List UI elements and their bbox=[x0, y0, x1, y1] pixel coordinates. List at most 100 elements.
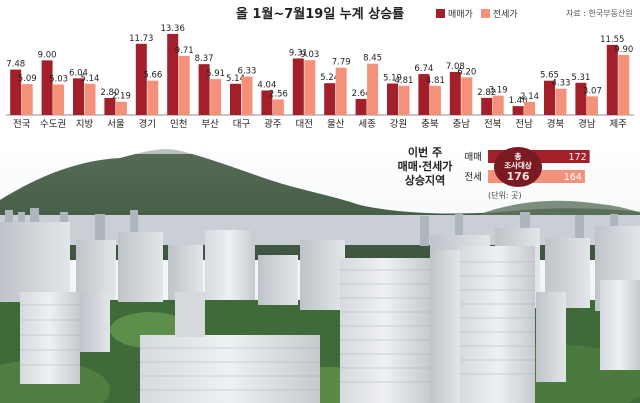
value-label-jeonse-1: 5.03 bbox=[49, 74, 68, 84]
value-label-sale-16: 1.46 bbox=[509, 96, 528, 106]
chart-legend: 매매가 전세가 bbox=[436, 7, 518, 20]
bar-sale-8 bbox=[261, 90, 273, 115]
bar-jeonse-19 bbox=[618, 54, 630, 115]
bar-sale-18 bbox=[575, 82, 587, 115]
value-label-sale-12: 5.19 bbox=[383, 73, 402, 83]
bar-jeonse-9 bbox=[304, 60, 316, 115]
bar-jeonse-10 bbox=[335, 67, 347, 115]
bar-sale-19 bbox=[606, 44, 618, 115]
category-label-3: 서울 bbox=[107, 119, 125, 130]
bar-jeonse-3 bbox=[115, 101, 127, 115]
source-note: 자료 : 한국부동산원 bbox=[566, 9, 633, 18]
value-label-sale-1: 9.00 bbox=[38, 50, 57, 60]
panel-category-1: 전세 bbox=[465, 172, 482, 183]
bar-sale-9 bbox=[292, 58, 304, 115]
category-label-12: 강원 bbox=[390, 119, 407, 130]
unit-label: (단위: 곳) bbox=[488, 191, 522, 200]
category-label-14: 충남 bbox=[453, 119, 471, 130]
bar-jeonse-7 bbox=[241, 76, 253, 115]
category-label-13: 충북 bbox=[421, 119, 439, 130]
bar-jeonse-11 bbox=[367, 63, 379, 115]
bar-jeonse-0 bbox=[21, 84, 33, 115]
bar-jeonse-13 bbox=[429, 85, 441, 115]
value-label-sale-5: 13.36 bbox=[161, 24, 185, 34]
category-label-9: 대전 bbox=[296, 119, 313, 130]
value-label-jeonse-9: 9.03 bbox=[300, 50, 319, 60]
bar-jeonse-6 bbox=[210, 79, 222, 115]
value-label-jeonse-17: 4.33 bbox=[552, 79, 571, 89]
bar-sale-4 bbox=[135, 43, 147, 115]
category-label-16: 전남 bbox=[515, 119, 533, 130]
value-label-sale-7: 5.14 bbox=[226, 74, 245, 84]
panel-value-1: 164 bbox=[564, 172, 582, 183]
value-label-jeonse-0: 5.09 bbox=[18, 74, 37, 84]
bar-sale-11 bbox=[355, 98, 367, 115]
weekly-rise-panel: 이번 주 매매·전세가 상승지역 bbox=[385, 146, 590, 212]
value-label-sale-9: 9.31 bbox=[289, 48, 308, 58]
value-label-sale-10: 5.24 bbox=[320, 73, 339, 83]
category-label-10: 울산 bbox=[327, 119, 345, 130]
value-label-sale-8: 4.04 bbox=[257, 80, 276, 90]
category-label-0: 전국 bbox=[13, 119, 31, 130]
regional-bar-chart: 7.485.09전국9.005.03수도권6.045.14지방2.802.19서… bbox=[6, 24, 634, 130]
bar-sale-0 bbox=[10, 69, 22, 115]
category-label-7: 대구 bbox=[233, 119, 251, 130]
bar-jeonse-14 bbox=[461, 77, 473, 115]
bar-jeonse-17 bbox=[555, 88, 567, 115]
bar-sale-10 bbox=[324, 83, 336, 115]
bar-sale-5 bbox=[167, 33, 179, 116]
value-label-sale-19: 11.55 bbox=[600, 35, 624, 45]
value-label-jeonse-4: 5.66 bbox=[143, 71, 162, 81]
total-label-line2: 조사대상 bbox=[504, 160, 532, 170]
category-label-18: 경남 bbox=[578, 118, 596, 130]
category-label-15: 전북 bbox=[484, 119, 502, 130]
legend-item-jeonse: 전세가 bbox=[480, 7, 518, 20]
chart-title: 올 1월~7월19일 누계 상승률 bbox=[235, 7, 405, 22]
bar-sale-12 bbox=[387, 83, 398, 115]
bar-sale-16 bbox=[512, 106, 524, 115]
value-label-sale-6: 8.37 bbox=[195, 54, 214, 64]
value-label-sale-0: 7.48 bbox=[6, 60, 25, 70]
legend-item-sale: 매매가 bbox=[436, 7, 473, 20]
bar-sale-15 bbox=[481, 97, 493, 115]
panel-category-0: 매매 bbox=[465, 152, 482, 163]
value-label-sale-13: 6.74 bbox=[414, 64, 433, 74]
value-label-sale-14: 7.08 bbox=[446, 62, 465, 72]
category-label-8: 광주 bbox=[264, 118, 282, 130]
category-label-19: 제주 bbox=[610, 119, 628, 130]
bar-sale-2 bbox=[73, 78, 84, 115]
value-label-sale-11: 2.64 bbox=[352, 89, 371, 99]
panel-value-0: 172 bbox=[568, 152, 586, 163]
value-label-jeonse-13: 4.81 bbox=[426, 76, 445, 86]
bar-jeonse-1 bbox=[53, 84, 65, 115]
value-label-sale-4: 11.73 bbox=[129, 34, 153, 44]
total-value: 176 bbox=[507, 170, 530, 183]
value-label-sale-15: 2.82 bbox=[477, 88, 496, 98]
category-label-4: 경기 bbox=[139, 118, 156, 130]
value-label-jeonse-6: 5.91 bbox=[206, 69, 225, 79]
bar-jeonse-4 bbox=[147, 80, 159, 115]
value-label-sale-18: 5.31 bbox=[571, 73, 590, 83]
value-label-jeonse-10: 7.79 bbox=[332, 58, 351, 68]
bar-jeonse-2 bbox=[84, 83, 96, 115]
bar-jeonse-12 bbox=[398, 85, 410, 115]
bar-sale-6 bbox=[198, 64, 210, 115]
bar-jeonse-8 bbox=[272, 99, 284, 115]
category-label-17: 경북 bbox=[547, 118, 565, 130]
bar-sale-14 bbox=[449, 72, 461, 115]
panel-title: 이번 주 매매·전세가 상승지역 bbox=[397, 146, 453, 187]
value-label-jeonse-18: 3.07 bbox=[583, 86, 602, 96]
category-label-11: 세종 bbox=[358, 119, 376, 130]
bar-sale-13 bbox=[418, 74, 430, 115]
value-label-jeonse-5: 9.71 bbox=[175, 46, 194, 56]
value-label-sale-3: 2.80 bbox=[100, 88, 119, 98]
bar-jeonse-18 bbox=[586, 96, 598, 115]
value-label-jeonse-8: 2.56 bbox=[269, 89, 288, 99]
category-label-1: 수도권 bbox=[40, 118, 66, 130]
bar-sale-7 bbox=[230, 83, 241, 115]
value-label-sale-17: 5.65 bbox=[540, 71, 559, 81]
value-label-jeonse-3: 2.19 bbox=[112, 92, 131, 102]
category-label-2: 지방 bbox=[76, 119, 94, 130]
